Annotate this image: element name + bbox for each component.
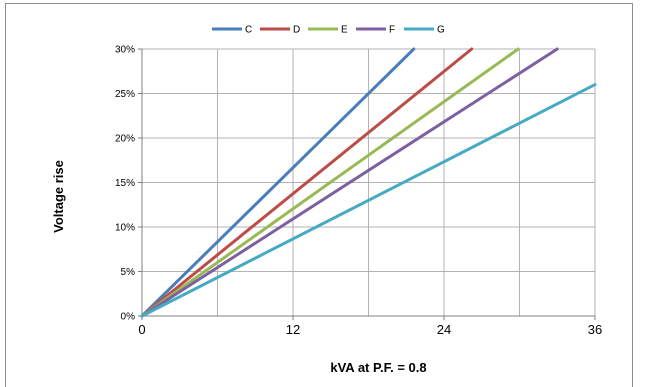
x-tick-label: 36 bbox=[588, 322, 602, 337]
x-tick-label: 24 bbox=[437, 322, 451, 337]
y-tick-label: 0% bbox=[121, 312, 136, 323]
series-lines bbox=[140, 47, 597, 318]
y-tick-label: 10% bbox=[115, 223, 135, 234]
y-axis-title: Voltage rise bbox=[51, 160, 66, 233]
legend-label-E: E bbox=[341, 25, 348, 36]
legend-label-D: D bbox=[293, 25, 300, 36]
series-line-D bbox=[140, 47, 474, 318]
y-tick-label: 25% bbox=[115, 89, 135, 100]
y-tick-label: 5% bbox=[121, 267, 136, 278]
x-tick-label: 0 bbox=[138, 322, 145, 337]
x-tick-label: 12 bbox=[286, 322, 300, 337]
series-line-E bbox=[140, 47, 520, 318]
series-line-G bbox=[140, 83, 597, 318]
series-line-F bbox=[140, 47, 559, 318]
y-tick-labels: 0% 5% 10% 15% 20% 25% 30% bbox=[115, 45, 142, 323]
y-tick-label: 15% bbox=[115, 178, 135, 189]
x-tick-labels: 0 12 24 36 bbox=[138, 316, 602, 337]
legend-label-C: C bbox=[245, 25, 252, 36]
series-line-C bbox=[140, 47, 416, 318]
legend-label-G: G bbox=[437, 25, 445, 36]
legend: C D E F G bbox=[212, 25, 445, 36]
y-tick-label: 20% bbox=[115, 134, 135, 145]
legend-label-F: F bbox=[389, 25, 395, 36]
x-axis-title: kVA at P.F. = 0.8 bbox=[330, 360, 426, 375]
y-tick-label: 30% bbox=[115, 45, 135, 56]
